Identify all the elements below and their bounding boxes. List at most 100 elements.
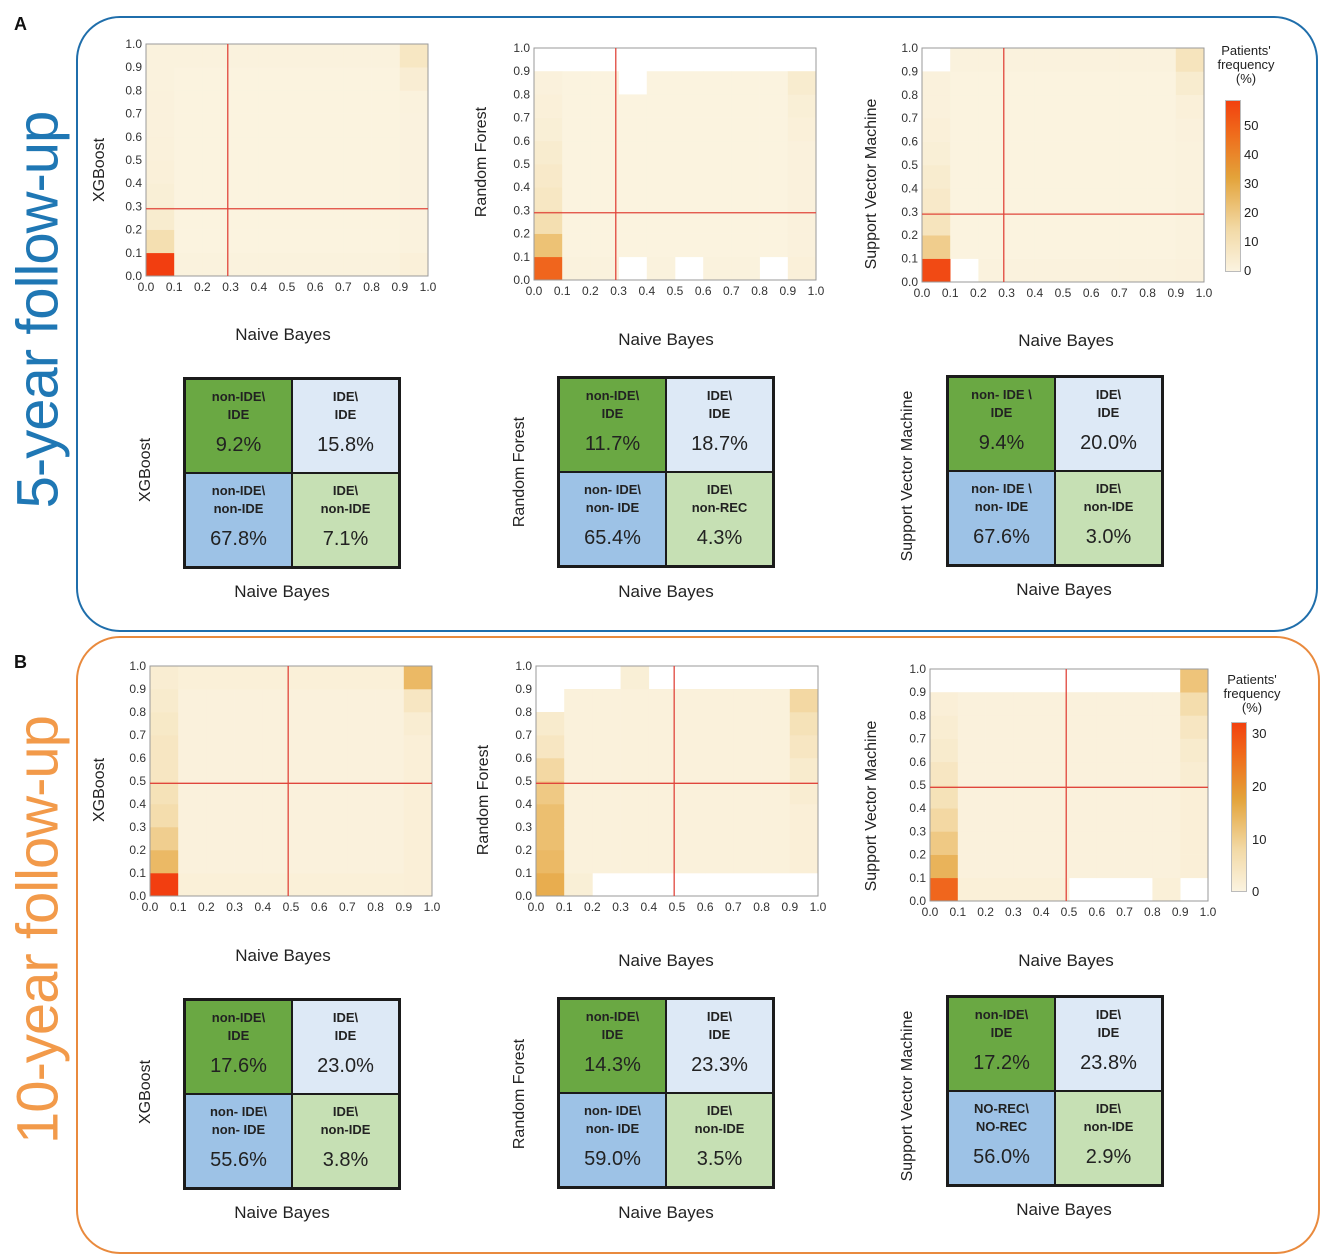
- x-tick-label: 0.0: [526, 284, 543, 298]
- heatmap-cell: [1119, 94, 1148, 119]
- heatmap-cell: [1124, 854, 1153, 879]
- x-tick-label: 0.4: [1033, 905, 1050, 919]
- x-tick-label: 0.8: [1139, 286, 1156, 300]
- heatmap-cell: [146, 252, 175, 277]
- heatmap-cell: [150, 827, 179, 851]
- heatmap-cell: [258, 160, 288, 184]
- heatmap-cell: [1119, 48, 1148, 72]
- matrix-cell: non- IDE \ IDE 9.4%: [948, 377, 1055, 471]
- heatmap-cell: [375, 735, 405, 759]
- heatmap-cell: [230, 113, 260, 138]
- matrix-a-svm-xlabel: Naive Bayes: [1016, 580, 1112, 599]
- heatmap-cell: [315, 229, 344, 254]
- heatmap-cell: [403, 666, 433, 690]
- heatmap-cell: [230, 136, 260, 161]
- heatmap-cell: [646, 233, 676, 258]
- heatmap-cell: [262, 712, 292, 736]
- y-tick-label: 0.8: [129, 705, 146, 719]
- heatmap-cell: [315, 252, 344, 277]
- heatmap-cell: [703, 187, 732, 211]
- heatmap-cell: [1034, 258, 1064, 283]
- heatmap-cell: [705, 758, 734, 782]
- heatmap-cell: [347, 758, 376, 782]
- x-tick-label: 0.4: [250, 280, 267, 294]
- colorbar-b-tick: 30: [1252, 726, 1267, 741]
- panel-b-letter: B: [14, 652, 27, 672]
- y-tick-label: 0.9: [901, 64, 918, 78]
- heatmap-cell: [592, 827, 621, 851]
- x-tick-label: 1.0: [810, 900, 827, 914]
- heatmap-cell: [403, 712, 433, 736]
- x-tick-label: 0.7: [723, 284, 740, 298]
- heatmap-cell: [403, 781, 433, 805]
- heatmap-cell: [978, 165, 1007, 189]
- matrix-cell: non-IDE\ non-IDE 67.8%: [185, 473, 292, 567]
- heatmap-cell: [1069, 854, 1098, 879]
- heatmap-cell: [536, 827, 565, 851]
- matrix-a-svm: non- IDE \ IDE 9.4% IDE\ IDE 20.0% non- IDE …: [946, 375, 1164, 567]
- y-tick-label: 0.1: [129, 866, 146, 880]
- heatmap-a-random-forest: 0.00.0 0.1 0.1 0.2 0.2 0.3 0.3 0.4 0.4 0.5 0.5 0.6 0…: [513, 41, 824, 298]
- matrix-a-xgboost-ylabel: XGBoost: [137, 437, 154, 503]
- heatmap-cell: [618, 187, 648, 211]
- matrix-cell: non-IDE\ IDE 17.2%: [948, 997, 1055, 1091]
- heatmap-cell: [562, 117, 591, 142]
- heatmap-cell: [789, 758, 819, 782]
- heatmap-cell: [319, 666, 348, 690]
- heatmap-cell: [178, 873, 207, 897]
- heatmap-cell: [731, 140, 760, 165]
- heatmap-cell: [1013, 715, 1042, 739]
- heatmap-cell: [319, 850, 348, 874]
- panel-a-side-title: 5-year follow-up: [5, 111, 71, 509]
- heatmap-cell: [315, 44, 344, 68]
- heatmap-cell: [787, 256, 817, 281]
- heatmap-cell: [291, 804, 320, 828]
- colorbar-b-tick: 0: [1252, 884, 1260, 899]
- matrix-cell: non- IDE \ non- IDE 67.6%: [948, 471, 1055, 565]
- heatmap-cell: [1180, 761, 1209, 786]
- heatmap-cell: [950, 188, 979, 213]
- heatmap-cell: [733, 735, 762, 759]
- heatmap-cell: [731, 187, 760, 211]
- heatmap-cell: [291, 781, 320, 805]
- y-tick-label: 0.6: [515, 751, 532, 765]
- matrix-b-xgboost-xlabel: Naive Bayes: [234, 1203, 330, 1222]
- heatmap-cell: [1006, 211, 1036, 236]
- heatmap-cell: [1013, 831, 1042, 855]
- matrix-cell: non-IDE\ IDE 9.2%: [185, 379, 292, 473]
- heatmap-cell: [1147, 141, 1177, 166]
- heatmap-a-svm-ylabel: Support Vector Machine: [863, 98, 880, 270]
- heatmap-cell: [371, 160, 401, 184]
- heatmap-cell: [703, 210, 732, 234]
- heatmap-cell: [178, 781, 207, 805]
- heatmap-cell: [534, 71, 563, 95]
- heatmap-cell: [146, 206, 175, 230]
- y-tick-label: 0.6: [513, 134, 530, 148]
- x-tick-label: 0.2: [194, 280, 211, 294]
- heatmap-cell: [759, 233, 789, 258]
- heatmap-cell: [562, 164, 591, 188]
- heatmap-cell: [957, 785, 986, 809]
- heatmap-cell: [343, 229, 372, 254]
- heatmap-cell: [206, 689, 235, 713]
- heatmap-cell: [150, 712, 179, 736]
- y-tick-label: 0.4: [901, 181, 918, 195]
- heatmap-cell: [1180, 785, 1209, 809]
- plot-border: [921, 47, 1205, 283]
- x-tick-label: 0.7: [1111, 286, 1128, 300]
- heatmap-cell: [1124, 831, 1153, 855]
- heatmap-cell: [150, 689, 179, 713]
- heatmap-cell: [347, 781, 376, 805]
- heatmap-cell: [1147, 235, 1177, 259]
- heatmap-cell: [146, 90, 175, 114]
- matrix-cell: NO-REC\ NO-REC 56.0%: [948, 1091, 1055, 1185]
- heatmap-cell: [789, 827, 819, 851]
- heatmap-cell: [536, 758, 565, 782]
- heatmap-cell: [150, 804, 179, 828]
- heatmap-cell: [1096, 692, 1125, 716]
- heatmap-cell: [1175, 141, 1205, 166]
- heatmap-cell: [1180, 831, 1209, 855]
- heatmap-cell: [922, 141, 951, 166]
- y-tick-label: 0.5: [901, 158, 918, 172]
- x-tick-label: 0.7: [335, 280, 352, 294]
